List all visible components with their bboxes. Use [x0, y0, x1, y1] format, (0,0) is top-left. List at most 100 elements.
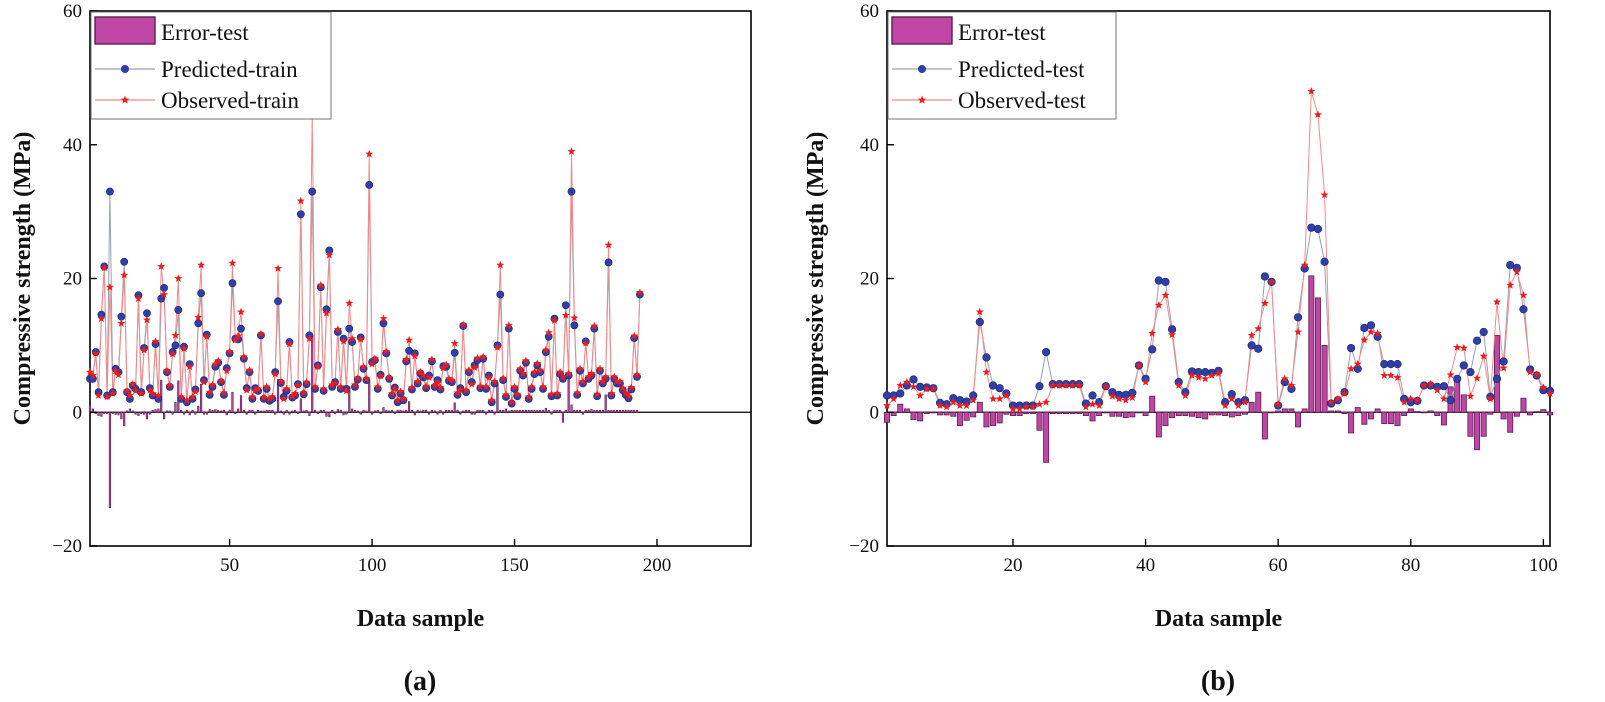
error-bar: [311, 335, 314, 413]
observed-point: [291, 389, 300, 397]
observed-point: [362, 374, 371, 383]
observed-point: [111, 366, 120, 375]
x-tick-label: 50: [220, 555, 239, 576]
observed-point: [553, 389, 562, 397]
observed-point: [1095, 401, 1104, 409]
predicted-point: [982, 353, 991, 362]
observed-point: [1121, 396, 1130, 404]
error-bar: [596, 409, 599, 413]
observed-point: [459, 320, 468, 329]
observed-point: [1320, 190, 1329, 199]
observed-point: [519, 369, 528, 377]
observed-point: [578, 377, 587, 385]
error-bar: [1427, 410, 1434, 413]
predicted-point: [1088, 391, 1097, 400]
observed-point: [385, 373, 394, 381]
error-bar: [430, 409, 433, 413]
observed-point: [388, 389, 396, 397]
observed-point: [1194, 373, 1203, 381]
observed-point: [539, 382, 548, 391]
error-bar: [436, 411, 439, 415]
observed-point: [305, 334, 314, 343]
observed-point: [296, 196, 305, 205]
error-bar: [1381, 411, 1388, 425]
error-bar: [251, 409, 254, 413]
error-bar: [1394, 411, 1401, 427]
error-bar: [396, 409, 399, 413]
x-tick-label: 150: [500, 555, 529, 576]
predicted-point: [1346, 343, 1356, 353]
error-bar: [513, 409, 516, 413]
error-bar: [937, 411, 944, 416]
observed-point: [618, 383, 627, 392]
observed-point: [624, 392, 633, 400]
error-bar: [467, 409, 471, 413]
observed-point: [254, 384, 263, 393]
observed-point: [199, 377, 208, 386]
error-bar: [162, 411, 166, 420]
error-bar: [462, 410, 465, 413]
error-bar: [268, 409, 271, 413]
error-bar: [185, 409, 188, 413]
panel-a: −20 0 20 40 60 50 100 150 200 Data sample Compress…: [10, 1, 752, 697]
error-bar: [564, 409, 567, 413]
predicted-point: [1148, 345, 1157, 354]
observed-point: [590, 321, 599, 330]
error-bar: [1188, 411, 1195, 417]
observed-point: [482, 382, 491, 391]
observed-point: [248, 392, 257, 401]
legend-error-swatch: [94, 16, 156, 45]
observed-point: [1546, 389, 1554, 397]
error-bar: [237, 408, 240, 413]
observed-point: [1181, 391, 1190, 399]
error-bar: [390, 409, 394, 413]
observed-point: [610, 372, 619, 381]
error-bar: [188, 411, 191, 416]
error-bar: [1540, 409, 1547, 413]
error-bar: [1414, 411, 1421, 413]
error-bar: [217, 409, 220, 413]
error-bar: [490, 409, 493, 413]
observed-point: [302, 377, 311, 386]
error-bar: [1520, 397, 1527, 413]
error-bar: [1142, 411, 1149, 416]
x-tick-label: 80: [1401, 555, 1420, 576]
error-bar: [239, 395, 243, 413]
error-bar: [157, 408, 160, 413]
error-bar: [510, 409, 513, 413]
error-bar: [1480, 411, 1487, 437]
y-tick-label: −20: [52, 536, 82, 557]
observed-point: [405, 335, 414, 344]
predicted-point: [1247, 341, 1256, 350]
error-bar: [228, 409, 231, 413]
error-bar: [302, 410, 305, 413]
observed-point: [416, 367, 425, 376]
observed-point: [567, 147, 576, 155]
error-bar: [635, 409, 639, 413]
error-bar: [516, 409, 519, 413]
observed-point: [1055, 381, 1064, 389]
observed-point: [513, 389, 522, 398]
error-bar: [963, 411, 970, 421]
observed-point: [550, 316, 559, 325]
observed-point: [191, 387, 200, 395]
error-bar: [550, 411, 553, 415]
observed-point: [547, 389, 556, 398]
legend-observed-marker: [917, 95, 927, 104]
error-bar: [570, 404, 573, 413]
error-bar: [385, 409, 388, 413]
error-bar: [482, 409, 485, 413]
predicted-point: [1492, 374, 1502, 383]
observed-point: [1486, 394, 1495, 403]
error-bar: [123, 411, 126, 426]
observed-point: [447, 375, 456, 384]
error-bar: [242, 409, 245, 413]
error-bar: [1387, 411, 1394, 425]
x-axis-title: Data sample: [1155, 606, 1283, 632]
observed-point: [211, 359, 220, 368]
legend-label-observed: Observed-test: [958, 88, 1086, 113]
predicted-point: [561, 301, 570, 310]
observed-point: [336, 382, 345, 391]
observed-point: [350, 380, 359, 389]
observed-point: [889, 394, 898, 403]
